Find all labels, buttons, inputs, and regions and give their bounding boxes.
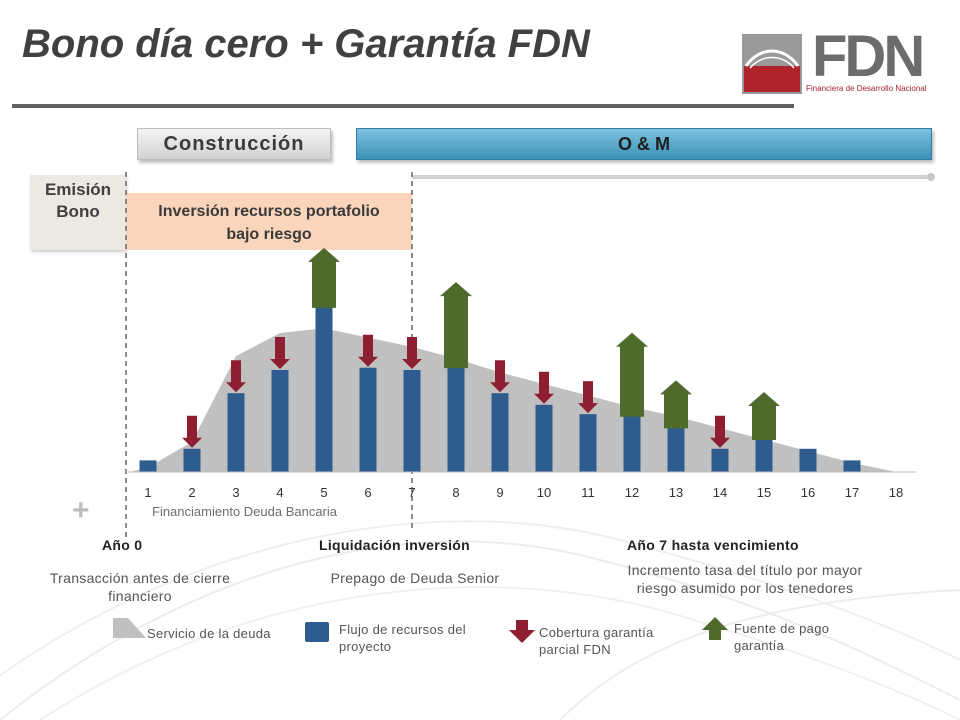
cobertura-arrow-year-2 — [182, 415, 202, 448]
legend-fuente-label: Fuente de pago garantía — [734, 620, 829, 654]
bar-year-3 — [227, 393, 245, 472]
x-tick-label: 8 — [452, 485, 459, 500]
page-title: Bono día cero + Garantía FDN — [22, 22, 590, 66]
bar-year-9 — [491, 393, 509, 472]
cobertura-arrow-year-3 — [226, 360, 246, 393]
cobertura-arrow-year-4 — [270, 337, 290, 369]
bar-year-14 — [711, 448, 729, 472]
bar-year-6 — [359, 367, 377, 472]
bar-year-7 — [403, 370, 421, 472]
legend-cobertura-label: Cobertura garantía parcial FDN — [539, 624, 654, 658]
ano7-text-line2: riesgo asumido por los tenedores — [636, 580, 854, 596]
fuente-pago-arrow-year-13 — [660, 380, 692, 429]
x-tick-label: 5 — [320, 485, 327, 500]
legend-flujo-line1: Flujo de recursos del — [339, 622, 466, 637]
x-tick-label: 9 — [496, 485, 503, 500]
inversion-line1: Inversión recursos portafolio — [158, 203, 380, 220]
cobertura-arrow-year-6 — [358, 334, 378, 367]
x-tick-label: 11 — [581, 485, 595, 500]
x-tick-label: 14 — [713, 485, 727, 500]
legend-green-arrow-icon — [702, 617, 728, 640]
x-tick-label: 7 — [408, 485, 415, 500]
bar-year-8 — [447, 356, 465, 472]
bar-year-17 — [843, 460, 861, 472]
x-tick-label: 16 — [801, 485, 815, 500]
ano0-text-line1: Transacción antes de cierre — [49, 570, 231, 586]
debt-service-area — [130, 328, 896, 472]
legend-fuente-line2: garantía — [734, 638, 785, 653]
emision-bono-box: Emisión Bono — [30, 175, 126, 250]
om-phase-label: O & M — [356, 128, 932, 160]
bar-year-13 — [667, 416, 685, 472]
bar-year-2 — [183, 448, 201, 472]
x-tick-label: 15 — [757, 485, 771, 500]
fuente-pago-arrow-year-5 — [308, 247, 340, 308]
ano0-text-line2: financiero — [108, 588, 172, 604]
bar-year-4 — [271, 370, 289, 472]
legend-servicio-label: Servicio de la deuda — [147, 626, 271, 641]
cobertura-arrow-year-14 — [710, 415, 730, 448]
cobertura-arrow-year-11 — [578, 381, 598, 414]
logo-subtitle: Financiera de Desarrollo Nacional — [806, 84, 927, 93]
inversion-line2: bajo riesgo — [226, 226, 312, 243]
x-tick-label: 1 — [144, 485, 151, 500]
emision-line2: Bono — [56, 202, 100, 221]
liquidacion-title: Liquidación inversión — [319, 537, 470, 553]
legend-flujo-label: Flujo de recursos del proyecto — [339, 621, 466, 655]
x-tick-label: 3 — [232, 485, 239, 500]
financiamiento-label: Financiamiento Deuda Bancaria — [152, 504, 337, 519]
inversion-box: Inversión recursos portafolio bajo riesg… — [126, 193, 412, 250]
timeline-end-dot — [927, 173, 935, 181]
legend-cobertura-line1: Cobertura garantía — [539, 625, 654, 640]
bar-year-11 — [579, 414, 597, 472]
x-tick-label: 4 — [276, 485, 283, 500]
construccion-phase-label: Construcción — [137, 128, 331, 160]
ano0-title: Año 0 — [102, 537, 143, 553]
legend-flujo-line2: proyecto — [339, 639, 392, 654]
bar-year-10 — [535, 404, 553, 472]
legend-fuente-line1: Fuente de pago — [734, 621, 830, 636]
x-tick-label: 12 — [625, 485, 639, 500]
title-divider — [12, 104, 794, 108]
bar-year-5 — [315, 295, 333, 472]
x-tick-label: 18 — [889, 485, 903, 500]
ano7-text: Incremento tasa del título por mayor rie… — [582, 561, 908, 597]
x-tick-label: 6 — [364, 485, 371, 500]
fuente-pago-arrow-year-12 — [616, 332, 648, 417]
plus-icon: + — [72, 494, 90, 527]
x-tick-label: 17 — [845, 485, 859, 500]
ano7-text-line1: Incremento tasa del título por mayor — [627, 562, 863, 578]
x-tick-label: 2 — [188, 485, 195, 500]
x-tick-label: 13 — [669, 485, 683, 500]
emision-line1: Emisión — [44, 180, 112, 199]
legend-red-arrow-icon — [509, 620, 535, 643]
bar-year-1 — [139, 460, 157, 472]
x-tick-label: 10 — [537, 485, 551, 500]
fuente-pago-arrow-year-15 — [748, 392, 780, 440]
ano7-title: Año 7 hasta vencimiento — [627, 537, 799, 553]
fdn-logo — [742, 34, 802, 94]
legend-bar-icon — [305, 622, 329, 642]
ano0-text: Transacción antes de cierre financiero — [18, 569, 262, 605]
bar-year-16 — [799, 448, 817, 472]
legend-cobertura-line2: parcial FDN — [539, 642, 611, 657]
cobertura-arrow-year-9 — [490, 360, 510, 393]
legend-area-icon — [113, 618, 146, 638]
liquidacion-text: Prepago de Deuda Senior — [330, 570, 500, 586]
cobertura-arrow-year-7 — [402, 337, 422, 369]
bar-year-12 — [623, 404, 641, 472]
logo-text: FDN — [812, 24, 925, 89]
cobertura-arrow-year-10 — [534, 371, 554, 404]
fuente-pago-arrow-year-8 — [440, 282, 472, 369]
